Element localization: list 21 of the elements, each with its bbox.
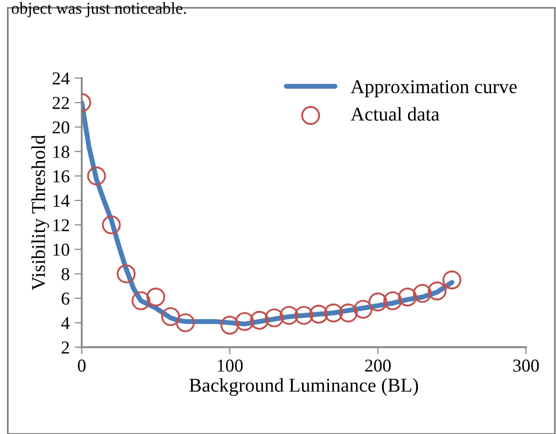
x-tick-label: 100 xyxy=(218,360,243,372)
text: object was just noticeable. xyxy=(12,2,186,18)
y-tick-label: 20 xyxy=(52,121,70,134)
y-tick-label: 16 xyxy=(53,170,70,182)
y-tick-label: 24 xyxy=(52,72,70,84)
x-axis-title: Background Luminance (BL) xyxy=(189,378,418,396)
y-tick-label: 10 xyxy=(53,244,70,256)
y-tick-label: 8 xyxy=(62,268,70,280)
legend-label: Actual data xyxy=(350,107,440,121)
x-tick-label: 300 xyxy=(513,360,539,372)
y-axis-title: Visibility Threshold xyxy=(31,135,50,290)
y-tick-label: 14 xyxy=(53,194,70,207)
y-tick-label: 22 xyxy=(52,96,69,109)
y-tick-label: 4 xyxy=(61,317,70,330)
y-tick-label: 2 xyxy=(62,342,69,354)
y-tick-label: 6 xyxy=(62,292,70,305)
x-tick-label: 0 xyxy=(78,360,86,372)
y-tick-label: 12 xyxy=(53,219,69,232)
x-tick-label: 200 xyxy=(365,360,391,372)
y-tick-label: 18 xyxy=(53,146,70,158)
legend-label: Approximation curve xyxy=(350,80,517,98)
